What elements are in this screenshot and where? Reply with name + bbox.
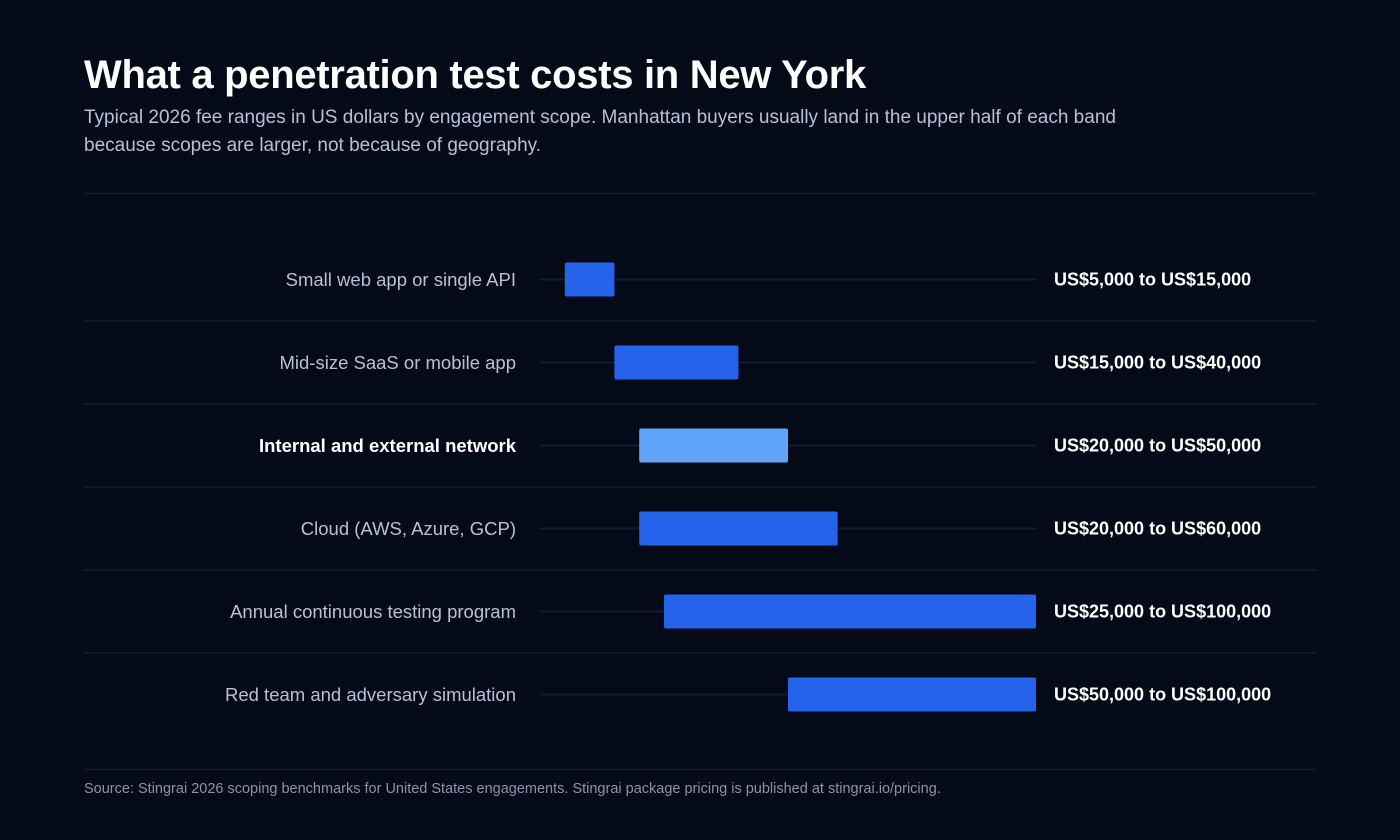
category-label: Annual continuous testing program — [230, 601, 516, 622]
source-note: Source: Stingrai 2026 scoping benchmarks… — [84, 781, 941, 797]
range-value-label: US$20,000 to US$60,000 — [1054, 519, 1261, 539]
range-bar — [664, 594, 1036, 629]
footer-divider — [84, 769, 1316, 770]
range-value-label: US$20,000 to US$50,000 — [1054, 436, 1261, 456]
range-value-label: US$25,000 to US$100,000 — [1054, 602, 1271, 622]
header-divider — [84, 193, 1316, 194]
range-bar — [788, 677, 1036, 712]
range-bar — [639, 511, 838, 546]
chart-subtitle: Typical 2026 fee ranges in US dollars by… — [84, 107, 1116, 156]
category-label: Internal and external network — [259, 435, 517, 456]
category-label: Cloud (AWS, Azure, GCP) — [301, 518, 516, 539]
range-value-label: US$5,000 to US$15,000 — [1054, 270, 1251, 290]
range-value-label: US$15,000 to US$40,000 — [1054, 353, 1261, 373]
range-bar — [639, 428, 788, 463]
category-label: Small web app or single API — [286, 269, 516, 290]
range-value-label: US$50,000 to US$100,000 — [1054, 685, 1271, 705]
range-bar — [614, 345, 739, 380]
chart-title: What a penetration test costs in New Yor… — [84, 53, 866, 97]
range-bar — [564, 262, 615, 297]
category-label: Red team and adversary simulation — [225, 684, 516, 705]
category-label: Mid-size SaaS or mobile app — [280, 352, 517, 373]
